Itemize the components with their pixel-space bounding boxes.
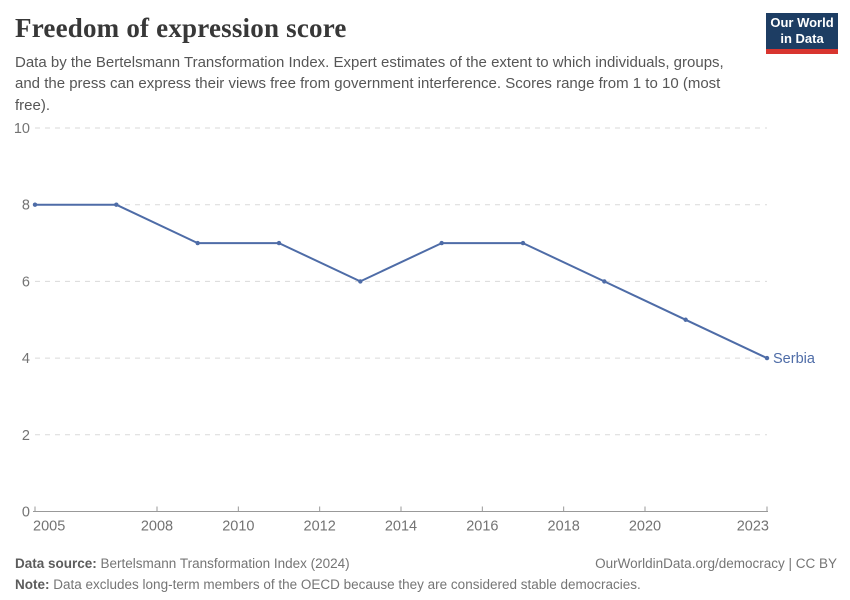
x-axis-label: 2014 xyxy=(385,519,417,535)
x-axis-label: 2018 xyxy=(548,519,580,535)
data-point[interactable] xyxy=(358,279,363,284)
chart-footer: Data source: Bertelsmann Transformation … xyxy=(0,556,850,592)
y-axis-label: 2 xyxy=(22,428,30,444)
note-label: Note: xyxy=(15,577,50,592)
x-axis-label: 2005 xyxy=(33,519,65,535)
y-axis-label: 0 xyxy=(22,505,30,521)
series-end-label[interactable]: Serbia xyxy=(773,351,816,367)
x-axis-label: 2012 xyxy=(304,519,336,535)
data-point[interactable] xyxy=(276,240,282,246)
chart-subtitle: Data by the Bertelsmann Transformation I… xyxy=(15,54,724,114)
y-axis-label: 10 xyxy=(14,121,30,137)
data-point[interactable] xyxy=(520,240,526,246)
y-axis-label: 8 xyxy=(22,198,30,214)
x-axis-label: 2008 xyxy=(141,519,173,535)
owid-logo[interactable]: Our World in Data xyxy=(766,13,838,54)
series-line[interactable] xyxy=(34,203,768,360)
x-axis-label: 2016 xyxy=(466,519,498,535)
y-axis-label: 6 xyxy=(22,274,30,290)
data-point[interactable] xyxy=(764,355,770,361)
data-source-label: Data source: xyxy=(15,556,97,571)
data-point[interactable] xyxy=(114,202,119,207)
page-title: Freedom of expression score xyxy=(15,13,347,43)
x-axis-label: 2010 xyxy=(222,519,254,535)
x-axis-label: 2023 xyxy=(737,519,769,535)
note-text: Note: Data excludes long-term members of… xyxy=(15,577,641,592)
note-value: Data excludes long-term members of the O… xyxy=(49,577,641,592)
owid-link[interactable]: OurWorldinData.org/democracy | CC BY xyxy=(595,556,837,571)
data-point[interactable] xyxy=(32,202,38,207)
data-point[interactable] xyxy=(602,279,607,284)
data-source-text: Data source: Bertelsmann Transformation … xyxy=(15,556,350,571)
data-source-value: Bertelsmann Transformation Index (2024) xyxy=(96,556,350,571)
y-axis-label: 4 xyxy=(22,351,30,367)
data-point[interactable] xyxy=(195,240,200,246)
data-point[interactable] xyxy=(683,317,688,322)
owid-logo-line1: Our World xyxy=(770,15,834,31)
data-point[interactable] xyxy=(439,240,444,246)
owid-logo-line2: in Data xyxy=(780,31,824,46)
x-axis-label: 2020 xyxy=(629,519,661,535)
